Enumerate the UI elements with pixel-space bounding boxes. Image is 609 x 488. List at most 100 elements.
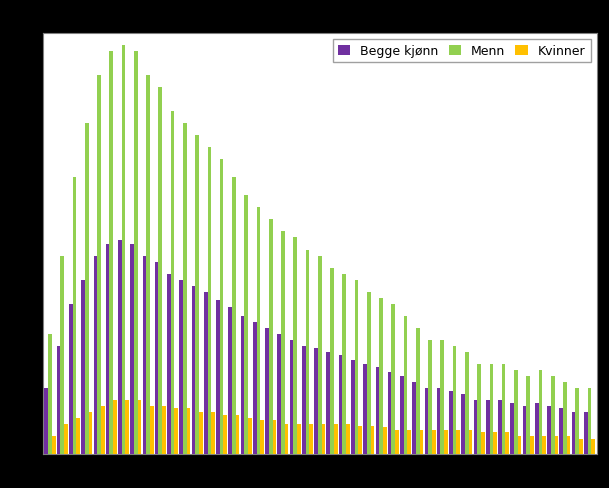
Bar [555,436,558,454]
Bar [199,412,203,454]
Bar [309,424,313,454]
Bar [187,408,191,454]
Bar [490,364,493,454]
Bar [404,316,407,454]
Bar [94,256,97,454]
Bar [538,370,542,454]
Bar [294,238,297,454]
Bar [339,356,342,454]
Bar [498,400,502,454]
Bar [57,346,60,454]
Bar [542,436,546,454]
Bar [52,436,55,454]
Bar [530,436,533,454]
Bar [113,400,117,454]
Bar [452,346,456,454]
Bar [150,406,153,454]
Bar [477,364,481,454]
Bar [44,388,48,454]
Bar [69,304,72,454]
Bar [379,298,383,454]
Bar [563,382,567,454]
Bar [440,340,444,454]
Bar [392,304,395,454]
Bar [253,322,256,454]
Bar [228,307,232,454]
Bar [88,412,93,454]
Bar [591,440,595,454]
Bar [216,300,220,454]
Bar [584,412,588,454]
Bar [146,76,150,454]
Bar [358,426,362,454]
Bar [290,340,294,454]
Bar [330,268,334,454]
Bar [285,424,289,454]
Bar [363,364,367,454]
Bar [101,406,105,454]
Bar [388,372,392,454]
Bar [260,420,264,454]
Bar [420,430,423,454]
Bar [179,280,183,454]
Bar [48,334,52,454]
Bar [474,400,477,454]
Bar [72,178,76,454]
Bar [171,112,174,454]
Bar [449,391,452,454]
Bar [130,244,134,454]
Bar [567,436,571,454]
Bar [85,124,88,454]
Bar [208,148,211,454]
Bar [106,244,110,454]
Bar [588,388,591,454]
Bar [432,430,435,454]
Bar [167,274,171,454]
Bar [424,388,428,454]
Bar [81,280,85,454]
Bar [60,256,64,454]
Bar [244,196,248,454]
Bar [486,400,490,454]
Bar [248,418,252,454]
Bar [110,52,113,454]
Bar [297,424,301,454]
Bar [407,430,411,454]
Bar [518,436,521,454]
Bar [469,430,473,454]
Bar [400,376,404,454]
Bar [162,406,166,454]
Bar [174,408,178,454]
Bar [523,406,526,454]
Bar [195,136,199,454]
Bar [456,430,460,454]
Bar [371,426,375,454]
Bar [281,232,285,454]
Bar [138,400,141,454]
Bar [579,440,583,454]
Bar [183,124,187,454]
Bar [465,352,469,454]
Bar [265,328,269,454]
Bar [346,424,350,454]
Bar [572,412,576,454]
Bar [437,388,440,454]
Bar [547,406,551,454]
Bar [481,432,485,454]
Bar [143,256,146,454]
Bar [220,160,224,454]
Bar [269,220,272,454]
Bar [367,292,371,454]
Bar [376,367,379,454]
Bar [526,376,530,454]
Bar [416,328,420,454]
Bar [211,412,215,454]
Bar [351,360,354,454]
Bar [278,334,281,454]
Bar [272,420,276,454]
Bar [354,280,358,454]
Bar [510,404,514,454]
Bar [122,46,125,454]
Bar [241,316,244,454]
Bar [204,292,208,454]
